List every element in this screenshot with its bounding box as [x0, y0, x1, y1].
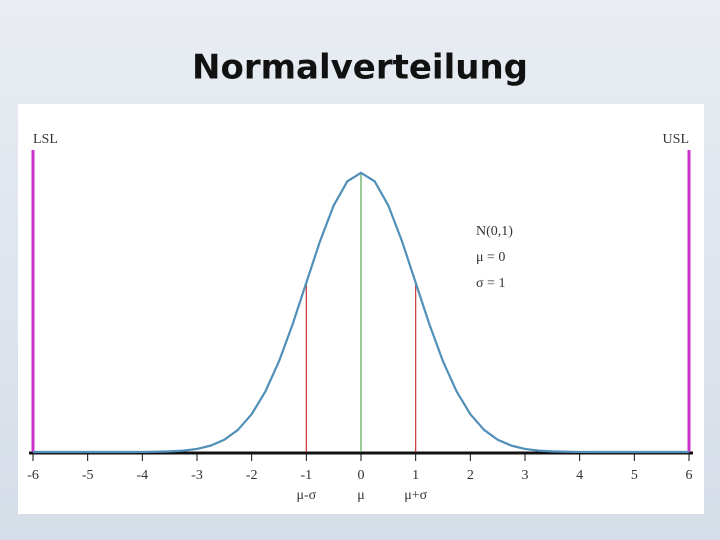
chart: -6 -5 -4 -3 -2 -1 0 1 2 3 4 5 6 LSL USL μ-σ μ μ+σ N(0,1) μ … — [27, 132, 693, 503]
x-tick-label: -2 — [246, 468, 258, 483]
x-tick-label: 2 — [467, 468, 474, 483]
legend-text: σ = 1 — [476, 276, 505, 291]
x-tick-label: 0 — [358, 468, 365, 483]
x-tick-label: 5 — [631, 468, 638, 483]
x-tick-label: 1 — [412, 468, 419, 483]
x-tick-label: -3 — [191, 468, 203, 483]
legend-text: μ = 0 — [476, 250, 505, 265]
slide-title: Normalverteilung — [192, 48, 528, 88]
sigma-label: μ-σ — [296, 488, 316, 503]
sigma-label: μ+σ — [404, 488, 427, 503]
x-tick-label: -5 — [82, 468, 94, 483]
x-tick-label: 4 — [576, 468, 583, 483]
x-tick-label: 3 — [522, 468, 529, 483]
sigma-label: μ — [357, 488, 365, 503]
x-tick-label: -4 — [136, 468, 148, 483]
x-tick-label: -1 — [300, 468, 312, 483]
legend-text: N(0,1) — [476, 224, 513, 239]
limit-label: LSL — [33, 132, 58, 147]
x-tick-label: 6 — [686, 468, 693, 483]
curve — [33, 171, 689, 454]
limit-label: USL — [663, 132, 689, 147]
x-tick-label: -6 — [27, 468, 39, 483]
